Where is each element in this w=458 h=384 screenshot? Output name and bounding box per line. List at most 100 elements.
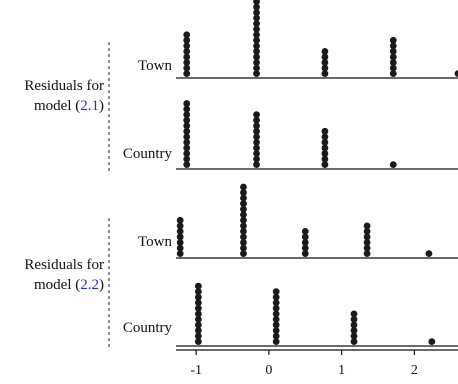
- equation-reference-link[interactable]: 2.1: [80, 98, 99, 114]
- dot-stack: [321, 127, 329, 169]
- data-dot: [183, 111, 191, 119]
- data-dot: [240, 189, 247, 196]
- panel-label-model: model (: [34, 98, 80, 114]
- row-country: Country: [123, 100, 458, 170]
- x-tick-label: 1: [338, 363, 345, 378]
- data-dot: [253, 9, 260, 16]
- data-dot: [183, 122, 191, 130]
- data-dot: [194, 282, 202, 290]
- data-dot: [272, 327, 280, 334]
- data-dot: [272, 310, 280, 318]
- data-dot: [194, 338, 202, 345]
- data-dot: [183, 36, 191, 44]
- panel-label-line-1: Residuals for: [24, 78, 104, 94]
- data-dot: [321, 139, 329, 146]
- data-dot: [321, 144, 329, 152]
- data-dot: [350, 338, 358, 345]
- data-dot: [253, 3, 260, 11]
- x-tick-label: 2: [411, 363, 418, 378]
- panel-2: Residuals for model (2.2) Town Country: [24, 183, 458, 350]
- x-axis: -1 0 1 2: [176, 349, 458, 378]
- data-dot: [363, 250, 371, 257]
- data-dot: [425, 250, 433, 257]
- data-dot: [240, 216, 247, 224]
- data-dot: [321, 161, 329, 169]
- data-dot: [253, 36, 260, 44]
- data-dot: [240, 222, 247, 230]
- dot-stack: [272, 288, 280, 345]
- data-dot: [253, 59, 260, 66]
- data-dot: [176, 244, 184, 252]
- data-dot: [253, 64, 260, 72]
- data-dot: [389, 64, 397, 72]
- x-tick-label: 0: [265, 363, 272, 378]
- data-dot: [389, 53, 397, 61]
- data-dot: [321, 53, 329, 61]
- data-dot: [350, 332, 358, 340]
- dot-stack: [301, 228, 309, 257]
- dot-stack: [428, 338, 436, 345]
- panel-label-line-2: model (2.1): [34, 98, 104, 114]
- data-dot: [253, 111, 260, 119]
- data-dot: [183, 31, 191, 39]
- dot-stack: [183, 100, 191, 169]
- data-dot: [253, 53, 260, 61]
- dot-stack: [253, 111, 260, 169]
- equation-reference-link[interactable]: 2.2: [80, 277, 99, 293]
- data-dot: [272, 304, 280, 312]
- data-dot: [321, 59, 329, 66]
- data-dot: [253, 122, 260, 130]
- data-dot: [176, 228, 184, 235]
- data-dot: [350, 327, 358, 334]
- dot-stack: [350, 310, 358, 345]
- data-dot: [183, 48, 191, 55]
- data-dot: [194, 310, 202, 318]
- data-dot: [350, 321, 358, 329]
- data-dot: [183, 100, 191, 107]
- data-dot: [363, 233, 371, 241]
- data-dot: [272, 332, 280, 340]
- data-dot: [176, 233, 184, 241]
- data-dot: [301, 239, 309, 246]
- data-dot: [301, 228, 309, 235]
- data-dot: [253, 70, 260, 77]
- data-dot: [321, 70, 329, 77]
- data-dot: [272, 321, 280, 329]
- data-dot: [253, 144, 260, 152]
- data-dot: [176, 222, 184, 230]
- data-dot: [240, 244, 247, 252]
- data-dot: [183, 64, 191, 72]
- data-dot: [176, 239, 184, 246]
- data-dot: [389, 70, 397, 77]
- data-dot: [253, 42, 260, 50]
- data-dot: [253, 48, 260, 55]
- data-dot: [240, 211, 247, 219]
- row-label: Country: [123, 146, 173, 162]
- row-town: Town: [138, 183, 458, 259]
- data-dot: [253, 20, 260, 28]
- data-dot: [176, 250, 184, 257]
- row-label: Town: [138, 234, 172, 250]
- data-dot: [350, 316, 358, 323]
- data-dot: [240, 228, 247, 235]
- data-dot: [183, 105, 191, 113]
- dot-stack: [176, 216, 184, 257]
- row-label: Country: [123, 320, 173, 336]
- data-dot: [321, 127, 329, 135]
- row-label: Town: [138, 58, 172, 74]
- data-dot: [389, 59, 397, 66]
- data-dot: [240, 183, 247, 191]
- data-dot: [321, 133, 329, 141]
- row-town: Town: [138, 0, 458, 79]
- dot-stack: [240, 183, 247, 257]
- data-dot: [253, 133, 260, 141]
- data-dot: [240, 239, 247, 246]
- data-dot: [183, 155, 191, 163]
- panel-label-close: ): [99, 98, 104, 114]
- data-dot: [183, 161, 191, 169]
- data-dot: [363, 239, 371, 246]
- data-dot: [183, 133, 191, 141]
- data-dot: [194, 327, 202, 334]
